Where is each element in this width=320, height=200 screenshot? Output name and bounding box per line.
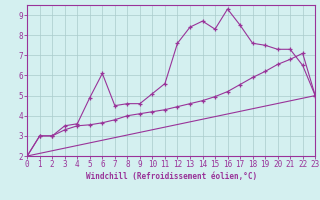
- X-axis label: Windchill (Refroidissement éolien,°C): Windchill (Refroidissement éolien,°C): [86, 172, 257, 181]
